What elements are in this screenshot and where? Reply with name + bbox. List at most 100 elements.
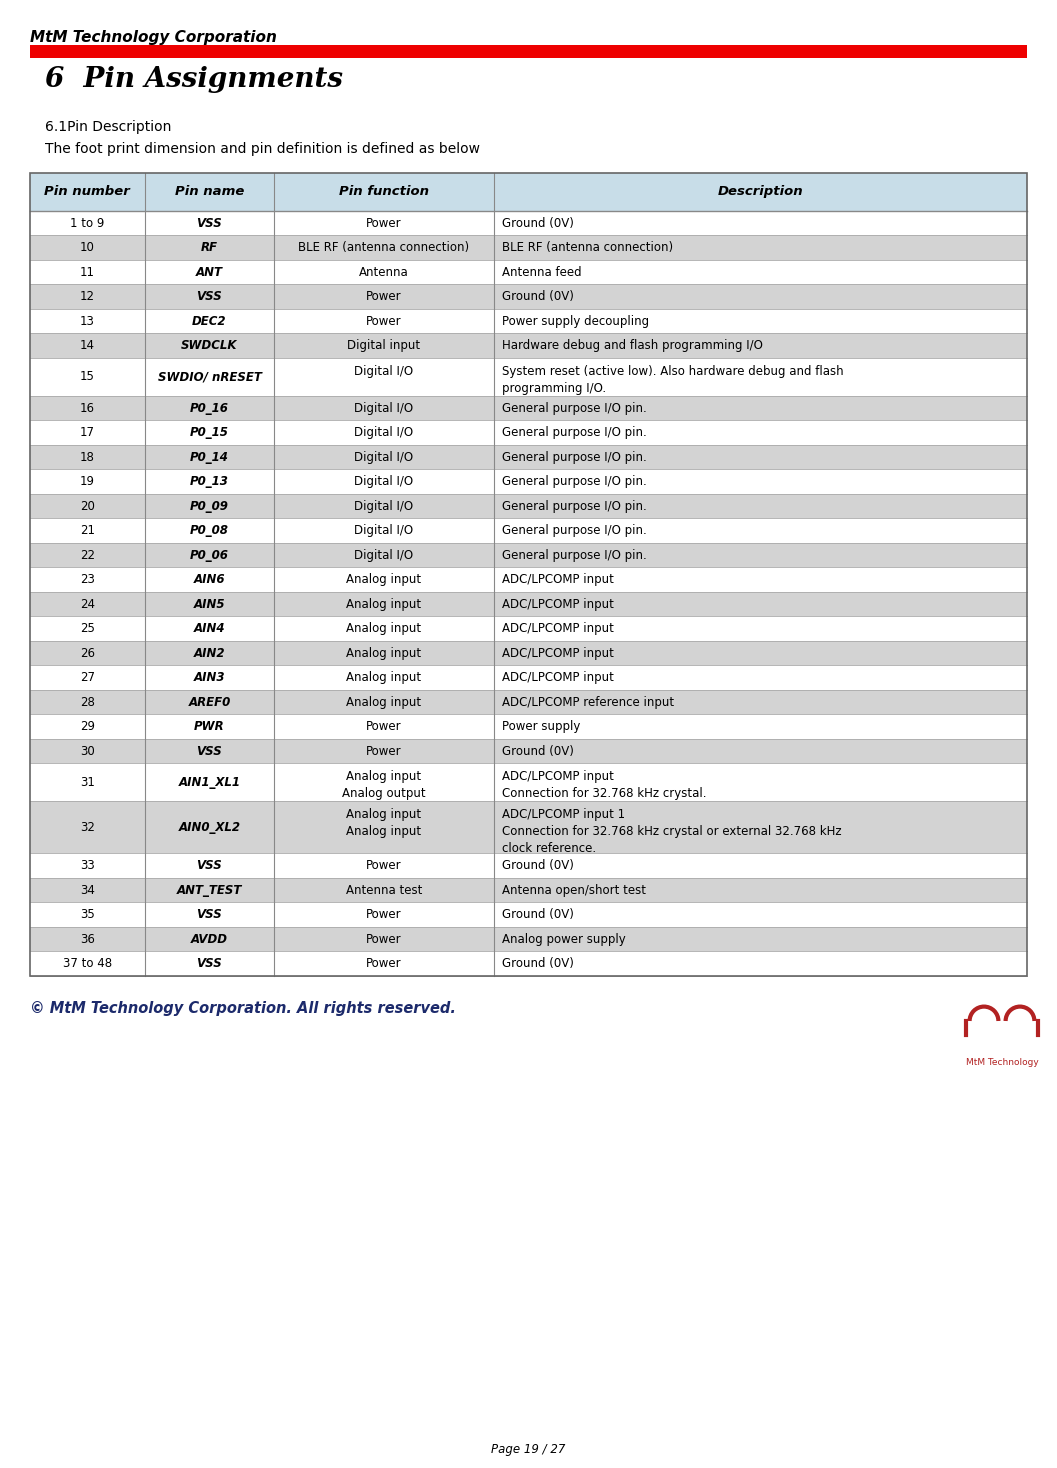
Text: 16: 16 (80, 402, 95, 415)
Bar (30, 308, 1027, 333)
Text: 29: 29 (80, 721, 95, 733)
Text: Analog power supply: Analog power supply (502, 932, 626, 945)
Text: BLE RF (antenna connection): BLE RF (antenna connection) (502, 241, 672, 254)
Text: 14: 14 (80, 339, 95, 352)
Text: MtM Technology Corporation: MtM Technology Corporation (30, 29, 277, 46)
Text: 26: 26 (80, 647, 95, 659)
Text: Analog input: Analog input (347, 573, 422, 586)
Text: 15: 15 (80, 370, 95, 383)
Text: Digital I/O: Digital I/O (354, 524, 413, 537)
Text: 25: 25 (80, 622, 95, 636)
Text: 17: 17 (80, 426, 95, 439)
Text: 21: 21 (80, 524, 95, 537)
Text: Antenna open/short test: Antenna open/short test (502, 884, 646, 897)
Bar (30, 46, 1027, 59)
Bar (30, 878, 1027, 903)
Text: 30: 30 (80, 744, 95, 757)
Bar (30, 173, 1027, 211)
Bar (30, 642, 1027, 665)
Text: P0_16: P0_16 (190, 402, 229, 415)
Text: General purpose I/O pin.: General purpose I/O pin. (502, 549, 646, 562)
Text: Power: Power (366, 859, 402, 872)
Text: AIN1_XL1: AIN1_XL1 (179, 777, 240, 788)
Bar (30, 285, 1027, 308)
Text: Analog input: Analog input (347, 647, 422, 659)
Text: SWDIO/ nRESET: SWDIO/ nRESET (157, 370, 261, 383)
Text: AVDD: AVDD (191, 932, 228, 945)
Text: VSS: VSS (197, 744, 222, 757)
Text: 32: 32 (80, 821, 95, 834)
Text: Ground (0V): Ground (0V) (502, 859, 574, 872)
Text: Digital I/O: Digital I/O (354, 426, 413, 439)
Text: Pin number: Pin number (44, 185, 130, 198)
Text: P0_09: P0_09 (190, 499, 229, 512)
Text: 27: 27 (80, 671, 95, 684)
Text: ADC/LPCOMP input 1
Connection for 32.768 kHz crystal or external 32.768 kHz
cloc: ADC/LPCOMP input 1 Connection for 32.768… (502, 809, 841, 856)
Text: Analog input
Analog output: Analog input Analog output (342, 771, 426, 800)
Bar (30, 420, 1027, 445)
Bar (30, 235, 1027, 260)
Text: Power supply: Power supply (502, 721, 580, 733)
Bar (30, 665, 1027, 690)
Bar (30, 853, 1027, 878)
Text: General purpose I/O pin.: General purpose I/O pin. (502, 476, 646, 489)
Text: ADC/LPCOMP input: ADC/LPCOMP input (502, 597, 613, 611)
Text: Power: Power (366, 957, 402, 970)
Text: Antenna feed: Antenna feed (502, 266, 581, 279)
Bar (30, 903, 1027, 926)
Text: 28: 28 (80, 696, 95, 709)
Text: P0_13: P0_13 (190, 476, 229, 489)
Text: Analog input
Analog input: Analog input Analog input (347, 809, 422, 838)
Text: P0_14: P0_14 (190, 451, 229, 464)
Text: Analog input: Analog input (347, 696, 422, 709)
Text: General purpose I/O pin.: General purpose I/O pin. (502, 426, 646, 439)
Text: System reset (active low). Also hardware debug and flash
programming I/O.: System reset (active low). Also hardware… (502, 366, 843, 395)
Text: 18: 18 (80, 451, 95, 464)
Bar (30, 951, 1027, 976)
Bar (30, 358, 1027, 396)
Text: Analog input: Analog input (347, 671, 422, 684)
Text: General purpose I/O pin.: General purpose I/O pin. (502, 402, 646, 415)
Text: © MtM Technology Corporation. All rights reserved.: © MtM Technology Corporation. All rights… (30, 1001, 456, 1016)
Text: Antenna test: Antenna test (346, 884, 422, 897)
Text: P0_08: P0_08 (190, 524, 229, 537)
Text: AIN3: AIN3 (193, 671, 225, 684)
Text: Page 19 / 27: Page 19 / 27 (492, 1443, 565, 1456)
Text: Digital I/O: Digital I/O (354, 476, 413, 489)
Text: ANT_TEST: ANT_TEST (177, 884, 242, 897)
Text: The foot print dimension and pin definition is defined as below: The foot print dimension and pin definit… (45, 142, 480, 156)
Text: 36: 36 (80, 932, 95, 945)
Text: 13: 13 (80, 314, 95, 327)
Text: Digital I/O: Digital I/O (354, 451, 413, 464)
Text: 10: 10 (80, 241, 95, 254)
Text: Ground (0V): Ground (0V) (502, 217, 574, 230)
Text: ADC/LPCOMP reference input: ADC/LPCOMP reference input (502, 696, 673, 709)
Bar (30, 592, 1027, 617)
Text: 23: 23 (80, 573, 95, 586)
Text: Digital I/O: Digital I/O (354, 549, 413, 562)
Text: VSS: VSS (197, 909, 222, 922)
Bar (30, 926, 1027, 951)
Text: BLE RF (antenna connection): BLE RF (antenna connection) (298, 241, 469, 254)
Text: Power: Power (366, 932, 402, 945)
Text: 6  Pin Assignments: 6 Pin Assignments (45, 66, 344, 92)
Text: Power supply decoupling: Power supply decoupling (502, 314, 649, 327)
Text: 19: 19 (80, 476, 95, 489)
Text: ADC/LPCOMP input
Connection for 32.768 kHz crystal.: ADC/LPCOMP input Connection for 32.768 k… (502, 771, 706, 800)
Text: AIN6: AIN6 (193, 573, 225, 586)
Text: 12: 12 (80, 291, 95, 304)
Text: Power: Power (366, 217, 402, 230)
Text: 22: 22 (80, 549, 95, 562)
Text: Power: Power (366, 314, 402, 327)
Bar (30, 470, 1027, 495)
Text: 34: 34 (80, 884, 95, 897)
Bar (30, 543, 1027, 568)
Text: Power: Power (366, 291, 402, 304)
Bar (30, 211, 1027, 235)
Text: Pin function: Pin function (339, 185, 429, 198)
Text: 37 to 48: 37 to 48 (62, 957, 112, 970)
Text: AIN5: AIN5 (193, 597, 225, 611)
Text: General purpose I/O pin.: General purpose I/O pin. (502, 451, 646, 464)
Bar (30, 763, 1027, 802)
Text: AIN4: AIN4 (193, 622, 225, 636)
